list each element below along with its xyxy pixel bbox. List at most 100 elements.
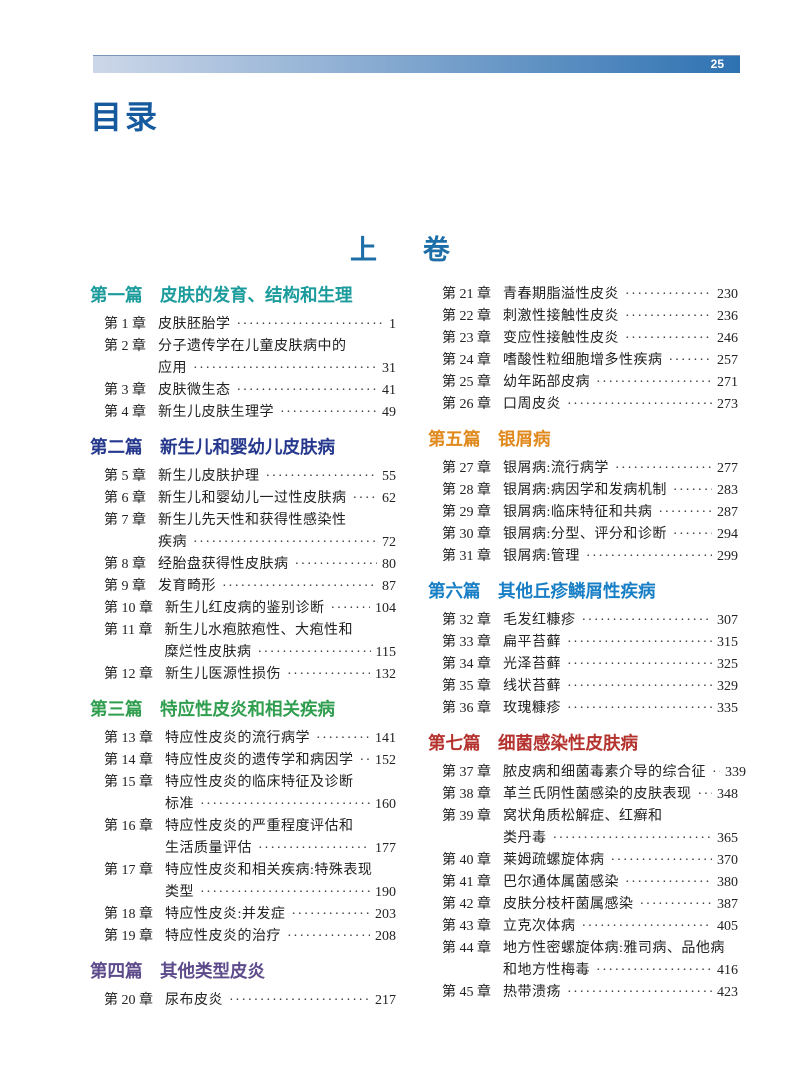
chapter-title: 巴尔通体属菌感染 (503, 875, 619, 890)
chapter-title: 嗜酸性粒细胞增多性疾病 (503, 353, 663, 368)
chapter-page-number: 72 (382, 535, 396, 550)
chapter-line: 刺激性接触性皮炎 236 (503, 306, 738, 328)
chapter-line: 皮肤胚胎学 1 (158, 314, 396, 336)
chapter-line: 新生儿水疱脓疱性、大疱性和 (164, 620, 396, 642)
chapter-body: 银屑病:临床特征和共病 287 (503, 502, 738, 524)
chapter-line: 银屑病:病因学和发病机制 283 (503, 480, 738, 502)
chapter-page-number: 380 (717, 875, 738, 890)
section-title: 皮肤的发育、结构和生理 (160, 285, 353, 305)
section-heading: 第六篇 其他丘疹鳞屑性疾病 (428, 580, 738, 602)
chapter-number: 第 39 章 (442, 809, 491, 824)
chapter-page-number: 283 (717, 483, 738, 498)
chapter-title: 立克次体病 (503, 919, 576, 934)
chapter-number: 第 31 章 (442, 549, 491, 564)
chapter-line: 革兰氏阴性菌感染的皮肤表现 348 (503, 784, 738, 806)
chapter-number: 第 44 章 (442, 941, 491, 956)
chapter-number: 第 23 章 (442, 331, 491, 346)
chapter-line: 应用 31 (158, 358, 396, 380)
chapter-number: 第 34 章 (442, 657, 491, 672)
chapter-page-number: 230 (717, 287, 738, 302)
chapter-line: 变应性接触性皮炎 246 (503, 328, 738, 350)
chapter-title: 银屑病:流行病学 (503, 461, 609, 476)
chapter-page-number: 49 (382, 405, 396, 420)
chapter-number: 第 6 章 (104, 491, 146, 506)
chapter-title: 银屑病:管理 (503, 549, 580, 564)
dot-leader (553, 828, 713, 850)
chapter-line: 热带溃疡 423 (503, 982, 738, 1004)
chapter-page-number: 329 (717, 679, 738, 694)
chapter-body: 银屑病:病因学和发病机制 283 (503, 480, 738, 502)
chapter-title: 类型 (165, 885, 194, 900)
dot-leader (331, 598, 371, 620)
chapter-page-number: 115 (375, 645, 396, 660)
chapter-number: 第 1 章 (104, 317, 146, 332)
volume-title: 上卷 (350, 235, 496, 265)
dot-leader (266, 466, 378, 488)
chapter-line: 糜烂性皮肤病 115 (164, 642, 396, 664)
chapter-body: 特应性皮炎的治疗 208 (165, 926, 396, 948)
chapter-title: 新生儿医源性损伤 (165, 667, 281, 682)
chapter-body: 幼年跖部皮病 271 (503, 372, 738, 394)
chapter-title: 特应性皮炎和相关疾病:特殊表现 (165, 863, 373, 878)
chapter-line: 扁平苔藓 315 (503, 632, 738, 654)
chapter-page-number: 1 (389, 317, 396, 332)
chapter-body: 扁平苔藓 315 (503, 632, 738, 654)
chapter-line: 银屑病:流行病学 277 (503, 458, 738, 480)
chapter-line: 新生儿医源性损伤 132 (165, 664, 396, 686)
chapter-body: 银屑病:管理 299 (503, 546, 738, 568)
chapter-number: 第 25 章 (442, 375, 491, 390)
chapter-page-number: 246 (717, 331, 738, 346)
chapter-title: 新生儿先天性和获得性感染性 (158, 513, 347, 528)
chapter-number: 第 17 章 (104, 863, 153, 878)
section-title: 特应性皮炎和相关疾病 (160, 699, 335, 719)
chapter-line: 特应性皮炎的临床特征及诊断 (165, 772, 396, 794)
dot-leader (611, 850, 713, 872)
chapter-line: 特应性皮炎的严重程度评估和 (165, 816, 396, 838)
chapter-title: 疾病 (158, 535, 187, 550)
chapter-page-number: 152 (375, 753, 396, 768)
chapter-title: 皮肤微生态 (158, 383, 231, 398)
chapter-number: 第 35 章 (442, 679, 491, 694)
chapter-line: 尿布皮炎 217 (165, 990, 396, 1012)
chapter-page-number: 370 (717, 853, 738, 868)
chapter-line: 嗜酸性粒细胞增多性疾病 257 (503, 350, 738, 372)
chapter-page-number: 287 (717, 505, 738, 520)
chapter-number: 第 8 章 (104, 557, 146, 572)
chapter-number: 第 38 章 (442, 787, 491, 802)
chapter-line: 经胎盘获得性皮肤病 80 (158, 554, 396, 576)
section-heading: 第四篇 其他类型皮炎 (90, 960, 396, 982)
chapter-page-number: 62 (382, 491, 396, 506)
chapter-title: 新生儿红皮病的鉴别诊断 (165, 601, 325, 616)
chapter-title: 特应性皮炎的遗传学和病因学 (165, 753, 354, 768)
chapter-title: 变应性接触性皮炎 (503, 331, 619, 346)
dot-leader (625, 872, 712, 894)
chapter-number: 第 19 章 (104, 929, 153, 944)
chapter-number: 第 9 章 (104, 579, 146, 594)
chapter-body: 皮肤胚胎学 1 (158, 314, 396, 336)
chapter-title: 青春期脂溢性皮炎 (503, 287, 619, 302)
dot-leader (712, 762, 720, 784)
chapter-line: 新生儿皮肤生理学 49 (158, 402, 396, 424)
chapter-title: 应用 (158, 361, 187, 376)
chapter-body: 光泽苔藓 325 (503, 654, 738, 676)
dot-leader (625, 328, 712, 350)
